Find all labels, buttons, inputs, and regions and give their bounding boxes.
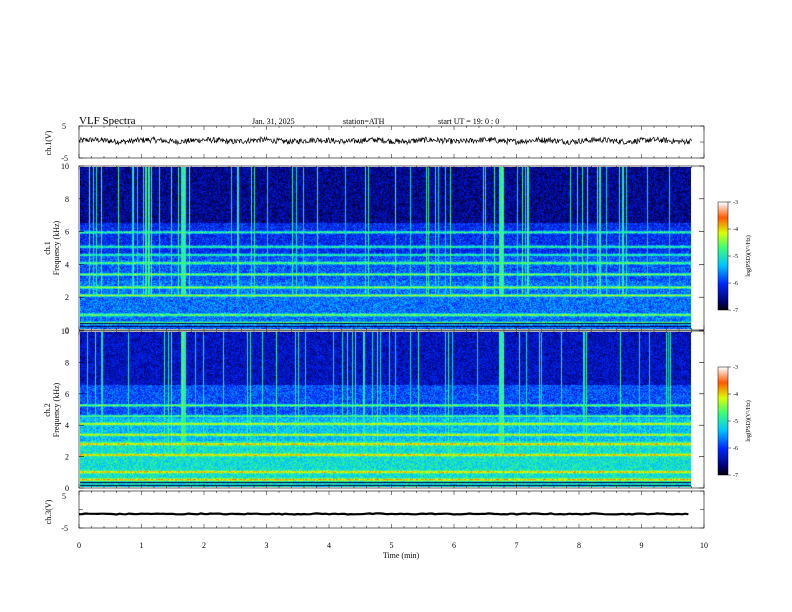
- ch2-colorbar-gradient: [718, 367, 728, 475]
- ch1-spectrogram-image: [80, 167, 691, 329]
- figure-title: VLF Spectra: [79, 115, 136, 127]
- x-tick-label: 7: [515, 541, 519, 550]
- ch1-spectrogram-panel: 0 2 4 6 8 10 ch.1 Frequency (kHz): [43, 162, 705, 335]
- colorbar-tick-label: -6: [733, 446, 738, 452]
- freq-tick-label: 10: [61, 327, 69, 336]
- ch1-spec-channel-label: ch.1: [43, 241, 52, 255]
- ch2-spectrogram-panel: 0 2 4 6 8 10 ch.2 Frequency (kHz): [43, 327, 705, 493]
- x-tick-label: 4: [327, 541, 331, 550]
- freq-tick-label: 0: [65, 484, 69, 493]
- x-axis: 0 1 2 3 4 5 6 7 8 9 10: [77, 541, 708, 550]
- ch3-ytick-bottom: -5: [61, 524, 68, 533]
- colorbar-tick-label: -3: [733, 200, 738, 206]
- ch1-ylabel: ch.1(V): [44, 130, 53, 155]
- freq-tick-label: 6: [65, 228, 69, 237]
- freq-tick-label: 8: [65, 195, 69, 204]
- x-axis-label: Time (min): [383, 551, 420, 560]
- freq-tick-label: 2: [65, 453, 69, 462]
- ch3-ylabel: ch.3(V): [44, 499, 53, 524]
- colorbar-tick-label: -6: [733, 281, 738, 287]
- ch1-ytick-top: 5: [62, 122, 66, 131]
- ch1-ytick-bottom: -5: [61, 154, 68, 163]
- freq-tick-label: 2: [65, 293, 69, 302]
- start-time-label: start UT = 19: 0 : 0: [438, 117, 499, 126]
- ch3-waveform-line: [78, 512, 689, 516]
- ch1-spec-ylabel: Frequency (kHz): [52, 220, 61, 275]
- ch2-spec-ylabel: Frequency (kHz): [52, 382, 61, 437]
- ch1-colorbar-gradient: [718, 202, 728, 310]
- colorbar-tick-label: -4: [733, 392, 738, 398]
- x-tick-label: 10: [700, 541, 708, 550]
- ch2-spec-channel-label: ch.2: [43, 403, 52, 417]
- ch1-waveform-line: [78, 135, 692, 146]
- x-tick-label: 2: [202, 541, 206, 550]
- station-label: station=ATH: [343, 117, 385, 126]
- x-tick-label: 9: [640, 541, 644, 550]
- ch1-colorbar: -3 -4 -5 -6 -7 log(PSD)(V²/Hz): [717, 200, 752, 314]
- colorbar-tick-label: -5: [733, 419, 738, 425]
- freq-tick-label: 6: [65, 390, 69, 399]
- freq-tick-label: 4: [65, 260, 69, 269]
- freq-tick-label: 0: [65, 326, 69, 335]
- date-label: Jan. 31, 2025: [252, 117, 295, 126]
- ch3-ytick-top: 5: [62, 492, 66, 501]
- ch3-waveform-panel: 5 -5 ch.3(V): [44, 490, 705, 533]
- x-tick-label: 6: [452, 541, 456, 550]
- colorbar-tick-label: -4: [733, 227, 738, 233]
- ch1-waveform-panel: 5 -5 ch.1(V): [44, 122, 705, 163]
- colorbar-tick-label: -3: [733, 365, 738, 371]
- x-tick-label: 8: [577, 541, 581, 550]
- freq-tick-label: 4: [65, 421, 69, 430]
- x-tick-label: 1: [140, 541, 144, 550]
- x-tick-label: 3: [265, 541, 269, 550]
- ch1-colorbar-label: log(PSD)(V²/Hz): [745, 235, 752, 276]
- colorbar-tick-label: -7: [733, 308, 738, 314]
- ch2-colorbar: -3 -4 -5 -6 -7 log(PSD)(V²/Hz): [717, 365, 752, 479]
- freq-tick-label: 10: [61, 162, 69, 171]
- colorbar-tick-label: -7: [733, 473, 738, 479]
- freq-tick-label: 8: [65, 358, 69, 367]
- x-tick-label: 0: [77, 541, 81, 550]
- ch2-colorbar-label: log(PSD)(V²/Hz): [745, 400, 752, 441]
- colorbar-tick-label: -5: [733, 254, 738, 260]
- x-tick-label: 5: [390, 541, 394, 550]
- ch2-spectrogram-image: [80, 332, 691, 487]
